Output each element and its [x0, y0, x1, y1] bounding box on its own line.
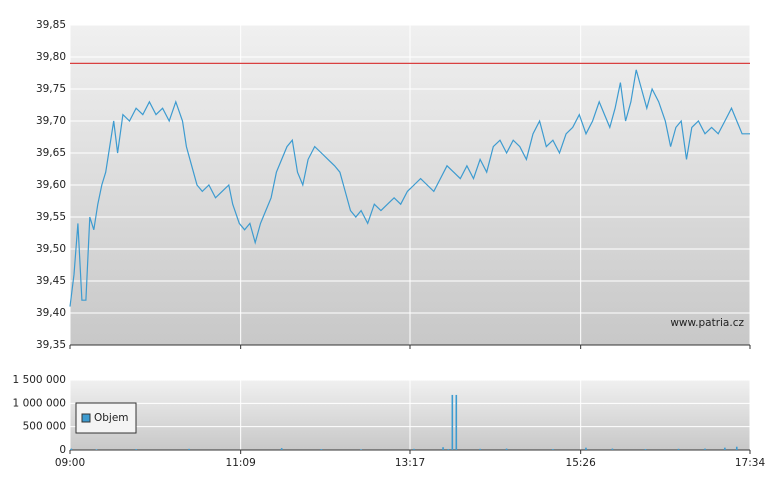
- y-tick-label: 39,40: [36, 307, 66, 319]
- x-tick-label: 13:17: [395, 457, 425, 469]
- x-tick-label: 11:09: [226, 457, 256, 469]
- volume-bar: [724, 447, 726, 450]
- volume-bar: [455, 394, 458, 450]
- volume-bar: [188, 448, 190, 450]
- volume-bar: [451, 394, 454, 450]
- volume-bar: [552, 449, 554, 450]
- volume-bar: [280, 448, 283, 450]
- y-tick-label: 39,65: [36, 147, 66, 159]
- volume-bar: [611, 448, 614, 450]
- volume-bar: [135, 449, 137, 450]
- volume-bar: [360, 449, 362, 450]
- y-tick-label: 0: [59, 444, 66, 456]
- x-tick-label: 09:00: [55, 457, 85, 469]
- x-tick-label: 15:26: [566, 457, 597, 469]
- volume-bar: [447, 449, 450, 450]
- volume-bar: [413, 448, 415, 450]
- y-tick-label: 39,55: [36, 211, 66, 223]
- y-tick-label: 39,75: [36, 83, 66, 95]
- volume-bar: [677, 448, 680, 450]
- watermark: www.patria.cz: [670, 317, 744, 329]
- y-tick-label: 39,50: [36, 243, 66, 255]
- volume-bar: [442, 447, 444, 450]
- y-tick-label: 39,80: [36, 51, 66, 63]
- y-tick-label: 39,85: [36, 19, 66, 31]
- volume-bar: [585, 447, 587, 450]
- legend-swatch: [81, 413, 91, 423]
- y-tick-label: 1 500 000: [13, 374, 66, 386]
- volume-bar: [505, 448, 508, 450]
- volume-bar: [644, 449, 647, 450]
- y-tick-label: 39,60: [36, 179, 66, 191]
- volume-bar: [704, 448, 706, 450]
- volume-bar: [70, 448, 73, 450]
- x-tick-label: 17:34: [735, 457, 766, 469]
- y-tick-label: 39,35: [36, 339, 66, 351]
- legend-label: Objem: [94, 412, 129, 424]
- y-tick-label: 1 000 000: [13, 397, 66, 409]
- y-tick-label: 500 000: [23, 421, 66, 433]
- volume-bar: [735, 446, 738, 450]
- y-tick-label: 39,70: [36, 115, 66, 127]
- y-tick-label: 39,45: [36, 275, 66, 287]
- price-line: [69, 69, 750, 307]
- volume-bar: [479, 448, 481, 450]
- volume-bar: [95, 449, 98, 450]
- volume-bar: [320, 449, 323, 450]
